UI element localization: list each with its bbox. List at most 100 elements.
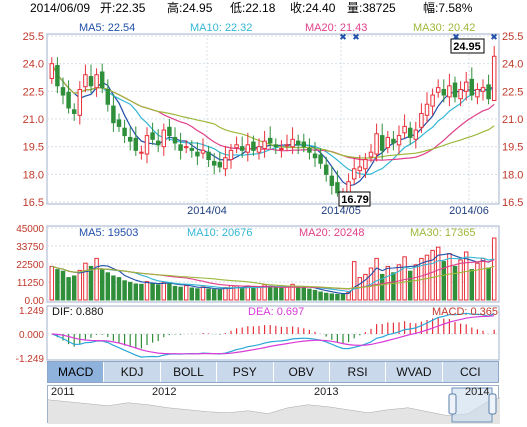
macd-panel [46, 305, 500, 361]
volume-bar [452, 265, 458, 301]
volume-bar [94, 257, 99, 301]
volume-bar [189, 287, 195, 301]
volume-bar [206, 288, 211, 301]
price-tick-left: 22.5 [23, 86, 44, 98]
volume-bar [155, 284, 161, 301]
volume-bar [290, 283, 295, 301]
tab-rsi[interactable]: RSI [330, 362, 387, 382]
candle-body [55, 65, 60, 87]
candle-body [279, 148, 284, 151]
event-marker-icon: ✖ [490, 33, 498, 43]
candle-body [122, 127, 127, 137]
price-ma-lines [51, 63, 495, 187]
candle-body [239, 146, 245, 151]
vol-legend-ma30: MA30: 17365 [410, 227, 475, 239]
volume-bar [435, 246, 441, 301]
tab-kdj[interactable]: KDJ [104, 362, 161, 382]
volume-bar [279, 287, 284, 301]
candle-body [228, 149, 234, 161]
volume-bar [346, 291, 351, 301]
candle-body [150, 132, 155, 140]
volume-bar [312, 289, 318, 301]
candle-body [206, 151, 211, 161]
candle-body [357, 166, 363, 172]
candle-body [116, 119, 122, 127]
xtick-2014-05: 2014/05 [321, 205, 361, 217]
candle-body [262, 140, 267, 150]
header-high: 高:24.95 [167, 0, 213, 15]
price-tick-left: 16.5 [23, 197, 44, 209]
macd-axis-left: 1.249 0.000 -1.249 [16, 306, 499, 365]
candle-body [211, 160, 217, 166]
candle-body [251, 141, 256, 151]
tab-obv[interactable]: OBV [274, 362, 330, 382]
candle-body [83, 74, 88, 88]
volume-bar [116, 277, 122, 301]
candle-body [379, 135, 385, 151]
candle-body [144, 135, 150, 155]
low-annotation: 16.79 [338, 191, 371, 207]
candle-body [363, 159, 368, 170]
candle-body [469, 78, 475, 96]
candle-body [301, 141, 307, 148]
candle-body [178, 144, 183, 151]
tab-boll[interactable]: BOLL [161, 362, 218, 382]
volume-bar [335, 293, 340, 301]
tab-psy[interactable]: PSY [217, 362, 274, 382]
volume-bar [480, 257, 486, 301]
price-ma10-line [51, 63, 495, 176]
price-axis-left: 25.5 24.0 22.5 21.0 19.5 18.0 16.5 [23, 31, 44, 209]
candle-body [307, 148, 312, 153]
volume-bar [105, 272, 111, 301]
legend-ma10: MA10: 22.32 [190, 22, 252, 34]
volume-bar [351, 261, 357, 301]
macd-legend-dif: DIF: 0.880 [52, 306, 103, 318]
tab-cci[interactable]: CCI [459, 365, 481, 379]
volume-bar [284, 285, 290, 301]
candle-body [139, 151, 144, 154]
volume-bar [60, 270, 66, 301]
volume-bar [463, 251, 469, 301]
volume-bar [49, 265, 55, 301]
legend-ma20: MA20: 21.43 [305, 22, 367, 34]
candle-body [312, 153, 318, 159]
volume-bar [447, 253, 452, 301]
macd-tick: 1.249 [19, 306, 44, 317]
high-label: 24.95 [453, 41, 481, 53]
volume-bar [77, 269, 83, 301]
candle-body [385, 136, 391, 149]
candle-body [66, 91, 71, 109]
header-close: 收:24.40 [290, 1, 336, 15]
volume-bar [323, 292, 329, 301]
tab-wvad[interactable]: WVAD [386, 362, 443, 382]
volume-bar [223, 287, 228, 301]
legend-ma30: MA30: 20.42 [413, 22, 475, 34]
volume-bar [66, 277, 71, 301]
candle-body [127, 136, 133, 142]
volume-bar [413, 264, 419, 301]
candle-body [256, 146, 262, 153]
volume-tick: 0.00 [25, 296, 45, 307]
candle-body [419, 112, 424, 128]
header-volume: 量:38725 [347, 1, 396, 15]
price-candles [49, 46, 497, 206]
event-marker-icon: ✖ [352, 33, 360, 43]
candle-body [161, 129, 167, 148]
price-tick-right: 25.5 [502, 31, 523, 43]
candle-body [413, 129, 419, 140]
candle-body [49, 63, 55, 79]
tab-macd[interactable]: MACD [48, 362, 105, 382]
candle-body [458, 88, 463, 100]
candle-body [217, 161, 223, 168]
volume-bar [200, 286, 206, 301]
candle-body [396, 135, 402, 146]
volume-bar [251, 287, 256, 301]
volume-bar [374, 257, 379, 301]
volume-bar [402, 256, 407, 301]
navigator-year-2014: 2014 [465, 386, 490, 398]
time-navigator[interactable]: 2011 2012 2013 2014 [47, 385, 500, 424]
candle-body [234, 144, 239, 149]
macd-lines [51, 312, 495, 358]
candle-body [295, 140, 301, 146]
candle-body [351, 168, 357, 180]
